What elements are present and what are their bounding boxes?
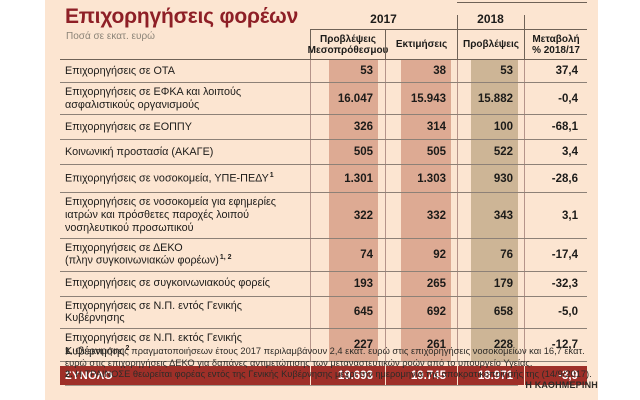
footnote-1-number: 1. [65, 346, 73, 356]
value-cell: 1.301 [310, 165, 385, 193]
col-header-forecast-mtfs: Προβλέψεις Μεσοπρόθεσμου [308, 30, 388, 59]
table-row: Επιχορηγήσεις σε Ν.Π. εκτός Γενικής Κυβέ… [60, 329, 587, 363]
row-label: Επιχορηγήσεις σε Ν.Π. εντός Γενικής Κυβέ… [65, 299, 242, 325]
row-label: Επιχορηγήσεις σε νοσοκομεία, ΥΠΕ-ΠΕΔΥ1 [65, 172, 274, 185]
value-cell: 322 [310, 193, 385, 238]
value-cell: -0,4 [524, 83, 587, 115]
credit-row: Η ΚΑΘΗΜΕΡΙΝΗ [65, 380, 598, 390]
table-row: Επιχορηγήσεις σε ΔΕΚΟ (πλην συγκοινωνιακώ… [60, 238, 587, 272]
value-cell: -32,3 [524, 271, 587, 296]
row-label: Επιχορηγήσεις σε ΔΕΚΟ (πλην συγκοινωνιακώ… [65, 241, 232, 267]
value-cell: 15.943 [385, 83, 457, 115]
table-row: Επιχορηγήσεις σε νοσοκομεία για εφημερίε… [60, 193, 587, 239]
value-cell: 16.047 [310, 83, 385, 115]
value-cell: 15.882 [457, 83, 524, 115]
table-row: Επιχορηγήσεις σε συγκοινωνιακούς φορείς 1… [60, 271, 587, 297]
value-cell: 645 [310, 296, 385, 329]
value-cell: -5,0 [524, 296, 587, 329]
value-cell: 53 [310, 60, 385, 82]
column-divider [457, 15, 458, 30]
source-credit: Η ΚΑΘΗΜΕΡΙΝΗ [525, 380, 598, 390]
year-2017-header: 2017 [370, 12, 397, 26]
value-cell: 930 [457, 165, 524, 193]
value-cell: 265 [385, 271, 457, 296]
value-cell: 227 [310, 329, 385, 362]
value-cell: 3,1 [524, 193, 587, 238]
column-divider [524, 15, 525, 30]
value-cell: 505 [385, 140, 457, 165]
table-row: Επιχορηγήσεις σε νοσοκομεία, ΥΠΕ-ΠΕΔΥ1 1.… [60, 165, 587, 194]
value-cell: -17,4 [524, 238, 587, 271]
row-label: Επιχορηγήσεις σε ΕΦΚΑ και λοιπούς ασφαλι… [65, 86, 242, 111]
value-cell: -28,6 [524, 165, 587, 193]
table-row: Επιχορηγήσεις σε ΕΟΠΠΥ 326 314 100 -68,1 [60, 115, 587, 141]
value-cell: 193 [310, 271, 385, 296]
total-value: 19.693 [310, 366, 385, 386]
row-label: Επιχορηγήσεις σε ΟΤΑ [65, 64, 175, 77]
value-cell: 1.303 [385, 165, 457, 193]
value-cell: 100 [457, 115, 524, 140]
column-header-row: Προβλέψεις Μεσοπρόθεσμου Εκτιμήσεις Προβ… [60, 30, 587, 60]
value-cell: 53 [457, 60, 524, 82]
value-cell: 92 [385, 238, 457, 271]
row-label: Κοινωνική προστασία (ΑΚΑΓΕ) [65, 146, 214, 159]
year-2018-header: 2018 [477, 12, 504, 26]
value-cell: 505 [310, 140, 385, 165]
row-label: Επιχορηγήσεις σε ΕΟΠΠΥ [65, 121, 192, 134]
page-title: Επιχορηγήσεις φορέων [65, 5, 299, 28]
value-cell: 326 [310, 115, 385, 140]
value-cell: 3,4 [524, 140, 587, 165]
table-row: Επιχορηγήσεις σε ΕΦΚΑ και λοιπούς ασφαλι… [60, 83, 587, 116]
value-cell: 37,4 [524, 60, 587, 82]
table-row: Κοινωνική προστασία (ΑΚΑΓΕ) 505 505 522 3,4 [60, 140, 587, 166]
label-column-header [60, 30, 310, 59]
footnote-2-text: Η ΤΡΑΙΝΟΣΕ θεωρείται φορέας εντός της Γε… [72, 369, 592, 380]
footnote-2-number: 2. [65, 369, 73, 380]
col-header-estimates: Εκτιμήσεις [385, 30, 457, 59]
value-cell: 343 [457, 193, 524, 238]
year-header-row: 2017 2018 [60, 2, 587, 30]
year-underline [310, 29, 587, 30]
total-row: ΣΥΝΟΛΟ 19.693 19.745 18.971 -3,9 [60, 366, 587, 386]
total-value: 18.971 [457, 366, 524, 386]
value-cell: 74 [310, 238, 385, 271]
value-cell: -68,1 [524, 115, 587, 140]
row-label: Επιχορηγήσεις σε Ν.Π. εκτός Γενικής Κυβέ… [65, 332, 242, 358]
credit-divider [65, 384, 519, 386]
units-note: Ποσά σε εκατ. ευρώ [66, 31, 155, 42]
value-cell: 314 [385, 115, 457, 140]
value-cell: 692 [385, 296, 457, 329]
value-cell: 522 [457, 140, 524, 165]
col-header-forecast-2018: Προβλέψεις [457, 30, 524, 59]
row-label: Επιχορηγήσεις σε συγκοινωνιακούς φορείς [65, 277, 270, 290]
table-row: Επιχορηγήσεις σε Ν.Π. εντός Γενικής Κυβέ… [60, 296, 587, 330]
footnotes: 1. Οι εκτιμήσεις πραγματοποιήσεων έτους … [65, 346, 595, 381]
col-header-change-pct: Μεταβολή % 2018/17 [524, 30, 587, 59]
total-label: ΣΥΝΟΛΟ [65, 369, 114, 382]
value-cell: -12,7 [524, 329, 587, 362]
value-cell: 332 [385, 193, 457, 238]
footnote-2: 2. Η ΤΡΑΙΝΟΣΕ θεωρείται φορέας εντός της… [65, 369, 595, 381]
total-value: 19.745 [385, 366, 457, 386]
value-cell: 179 [457, 271, 524, 296]
value-cell: 658 [457, 296, 524, 329]
value-cell: 38 [385, 60, 457, 82]
subsidies-table: 2017 2018 Προβλέψεις Μεσοπρόθεσμου Εκτιμ… [60, 2, 587, 386]
total-value: -3,9 [524, 366, 587, 386]
footnote-1-text: Οι εκτιμήσεις πραγματοποιήσεων έτους 201… [65, 346, 585, 368]
table-row: Επιχορηγήσεις σε ΟΤΑ 53 38 53 37,4 [60, 60, 587, 83]
value-cell: 261 [385, 329, 457, 362]
row-label: Επιχορηγήσεις σε νοσοκομεία για εφημερίε… [65, 196, 277, 234]
table-body: Επιχορηγήσεις σε ΟΤΑ 53 38 53 37,4 Επιχορηγήσ… [60, 60, 587, 363]
footnote-1: 1. Οι εκτιμήσεις πραγματοποιήσεων έτους … [65, 346, 595, 369]
value-cell: 76 [457, 238, 524, 271]
table-top-border [457, 2, 587, 3]
value-cell: 228 [457, 329, 524, 362]
